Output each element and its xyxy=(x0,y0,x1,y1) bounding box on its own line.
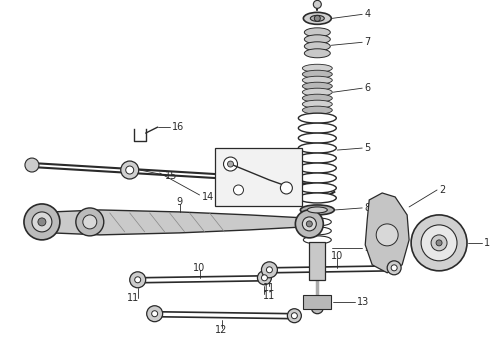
Text: 6: 6 xyxy=(364,83,370,93)
Circle shape xyxy=(287,309,301,323)
Circle shape xyxy=(135,277,141,283)
Circle shape xyxy=(262,262,277,278)
Text: 10: 10 xyxy=(194,263,206,273)
Circle shape xyxy=(32,212,52,232)
Circle shape xyxy=(267,267,272,273)
Ellipse shape xyxy=(302,82,332,90)
Text: 15: 15 xyxy=(165,171,177,181)
Ellipse shape xyxy=(302,88,332,96)
Text: 11: 11 xyxy=(263,283,275,293)
Ellipse shape xyxy=(303,12,331,24)
Circle shape xyxy=(280,182,293,194)
Ellipse shape xyxy=(304,28,330,37)
Text: 12: 12 xyxy=(215,325,228,335)
Text: 14: 14 xyxy=(201,192,214,202)
Ellipse shape xyxy=(376,224,398,246)
Ellipse shape xyxy=(298,133,336,143)
Ellipse shape xyxy=(302,64,332,72)
Bar xyxy=(309,242,325,280)
Circle shape xyxy=(227,161,234,167)
Circle shape xyxy=(313,0,321,8)
Ellipse shape xyxy=(298,153,336,163)
Text: 11: 11 xyxy=(263,291,275,301)
Text: 1: 1 xyxy=(484,238,490,248)
Text: 17: 17 xyxy=(285,150,297,160)
Ellipse shape xyxy=(304,35,330,44)
Circle shape xyxy=(387,261,401,275)
Circle shape xyxy=(126,166,134,174)
Ellipse shape xyxy=(298,173,336,183)
Circle shape xyxy=(262,275,268,281)
Ellipse shape xyxy=(310,15,324,21)
Ellipse shape xyxy=(303,218,331,226)
Circle shape xyxy=(311,302,323,314)
Ellipse shape xyxy=(298,163,336,173)
Text: 13: 13 xyxy=(357,297,369,307)
Text: 16: 16 xyxy=(172,122,184,132)
Text: 10: 10 xyxy=(331,251,343,261)
Circle shape xyxy=(121,161,139,179)
Circle shape xyxy=(391,265,397,271)
Circle shape xyxy=(83,215,97,229)
Ellipse shape xyxy=(300,205,334,215)
Circle shape xyxy=(24,204,60,240)
Ellipse shape xyxy=(298,123,336,133)
Text: 2: 2 xyxy=(439,185,445,195)
Circle shape xyxy=(295,210,323,238)
Circle shape xyxy=(223,157,238,171)
Circle shape xyxy=(147,306,163,322)
Circle shape xyxy=(130,272,146,288)
Ellipse shape xyxy=(302,100,332,108)
Ellipse shape xyxy=(304,49,330,58)
Circle shape xyxy=(234,185,244,195)
Text: 11: 11 xyxy=(126,293,139,303)
Circle shape xyxy=(306,221,312,227)
Text: 4: 4 xyxy=(364,9,370,19)
Ellipse shape xyxy=(298,183,336,193)
Circle shape xyxy=(76,208,104,236)
Circle shape xyxy=(38,218,46,226)
Circle shape xyxy=(411,215,467,271)
Ellipse shape xyxy=(303,236,331,244)
Ellipse shape xyxy=(298,143,336,153)
Text: 9: 9 xyxy=(176,197,183,207)
Circle shape xyxy=(302,217,317,231)
Text: 5: 5 xyxy=(364,143,370,153)
Circle shape xyxy=(292,313,297,319)
Polygon shape xyxy=(52,210,304,235)
Bar xyxy=(215,148,302,206)
Ellipse shape xyxy=(304,42,330,51)
Circle shape xyxy=(152,311,158,317)
Ellipse shape xyxy=(302,106,332,114)
Circle shape xyxy=(257,271,271,285)
Circle shape xyxy=(314,15,320,21)
Ellipse shape xyxy=(302,76,332,84)
Text: 8: 8 xyxy=(364,203,370,213)
Ellipse shape xyxy=(307,207,327,213)
Text: 7: 7 xyxy=(364,37,370,47)
Ellipse shape xyxy=(302,94,332,102)
Circle shape xyxy=(431,235,447,251)
Ellipse shape xyxy=(302,70,332,78)
Circle shape xyxy=(421,225,457,261)
Ellipse shape xyxy=(298,113,336,123)
Text: 3: 3 xyxy=(364,243,370,253)
Ellipse shape xyxy=(298,193,336,203)
Circle shape xyxy=(25,158,39,172)
Bar xyxy=(303,295,331,309)
Circle shape xyxy=(436,240,442,246)
Ellipse shape xyxy=(303,227,331,235)
Polygon shape xyxy=(365,193,409,273)
